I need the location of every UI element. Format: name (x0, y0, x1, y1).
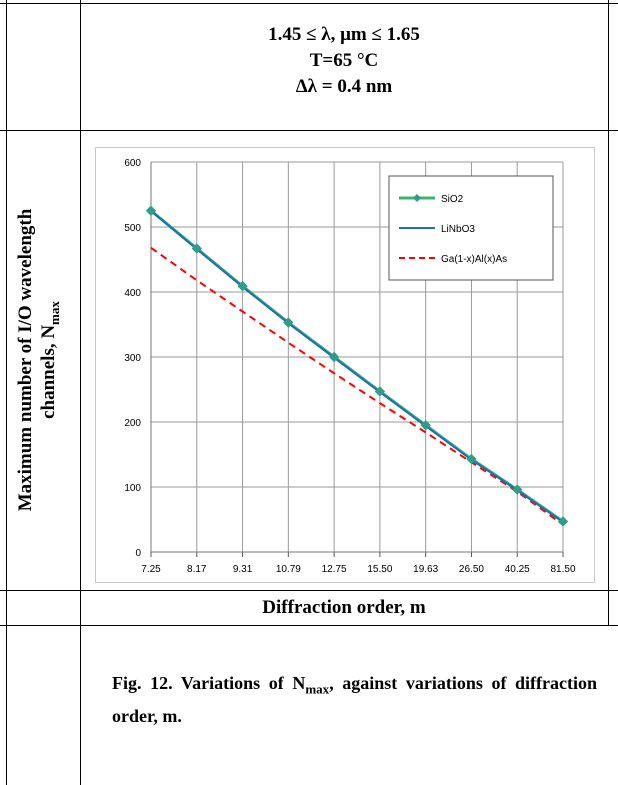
x-tick-label: 12.75 (322, 564, 347, 575)
table-row-divider (0, 130, 618, 131)
table-top-border (0, 3, 618, 4)
sio2-marker (237, 280, 248, 292)
y-tick-label: 600 (124, 158, 141, 169)
y-axis-label: Maximum number of I/O wavelength channel… (14, 209, 66, 512)
x-tick-label: 40.25 (505, 564, 530, 575)
legend-label-sio2: SiO2 (441, 194, 464, 205)
y-axis-label-main: channels, N (38, 324, 60, 419)
legend-label-linbo3: LiNbO3 (441, 224, 475, 235)
y-tick-label: 0 (135, 548, 141, 559)
x-tick-label: 10.79 (276, 564, 301, 575)
line-chart: 0 100 200 300 400 500 600 7.25 8.17 9.31 10.79 12.7… (124, 158, 576, 575)
sio2-marker (191, 243, 202, 254)
y-tick-label: 400 (124, 288, 141, 299)
table-right-border (608, 0, 609, 625)
caption-subscript: max (305, 681, 330, 697)
legend-marker-sio2 (413, 194, 421, 202)
chart-area: 0 100 200 300 400 500 600 7.25 8.17 9.31 10.79 12.7… (95, 147, 595, 583)
x-axis-label: Diffraction order, m (262, 597, 426, 618)
series-line-linbo3 (150, 209, 564, 523)
caption-suffix: , against variations of diffraction orde… (112, 673, 597, 726)
sio2-marker (145, 205, 157, 216)
y-tick-label: 500 (124, 223, 141, 234)
sio2-marker (512, 484, 523, 495)
sio2-marker (420, 420, 431, 431)
series-line-gaalas (150, 246, 564, 526)
x-tick-label: 9.31 (233, 564, 253, 575)
x-tick-label: 26.50 (459, 564, 484, 575)
y-axis-label-cell: Maximum number of I/O wavelength channel… (0, 130, 80, 590)
figure-caption: Fig. 12. Variations of Nmax, against var… (112, 670, 597, 729)
conditions-block: 1.45 ≤ λ, μm ≤ 1.65 T=65 °C Δλ = 0.4 nm (80, 22, 608, 100)
x-tick-label: 19.63 (413, 564, 438, 575)
y-tick-label: 200 (124, 418, 141, 429)
y-axis-label-line2: channels, Nmax (37, 209, 66, 512)
table-column-divider (80, 0, 81, 785)
wavelength-range: 1.45 ≤ λ, μm ≤ 1.65 (268, 24, 420, 45)
legend-label-gaalas: Ga(1-x)Al(x)As (441, 254, 507, 265)
temperature: T=65 °C (309, 50, 379, 71)
sio2-marker (374, 386, 386, 397)
y-tick-label: 100 (124, 483, 141, 494)
sio2-marker (328, 351, 340, 363)
caption-prefix: Fig. 12. Variations of (112, 673, 293, 693)
table-row-divider (0, 625, 618, 626)
x-tick-label: 81.50 (550, 564, 575, 575)
caption-n: N (292, 673, 306, 693)
channel-spacing: Δλ = 0.4 nm (295, 76, 393, 97)
table-left-border (6, 0, 7, 785)
x-tick-label: 8.17 (187, 564, 207, 575)
x-tick-label: 7.25 (141, 564, 161, 575)
y-tick-label: 300 (124, 353, 141, 364)
y-axis-label-line1: Maximum number of I/O wavelength (15, 208, 37, 512)
table-row-divider (0, 590, 618, 591)
sio2-marker (466, 453, 477, 465)
x-tick-label: 15.50 (367, 564, 392, 575)
y-axis-label-subscript: max (46, 301, 62, 325)
sio2-marker (283, 317, 294, 328)
sio2-marker (557, 516, 569, 527)
